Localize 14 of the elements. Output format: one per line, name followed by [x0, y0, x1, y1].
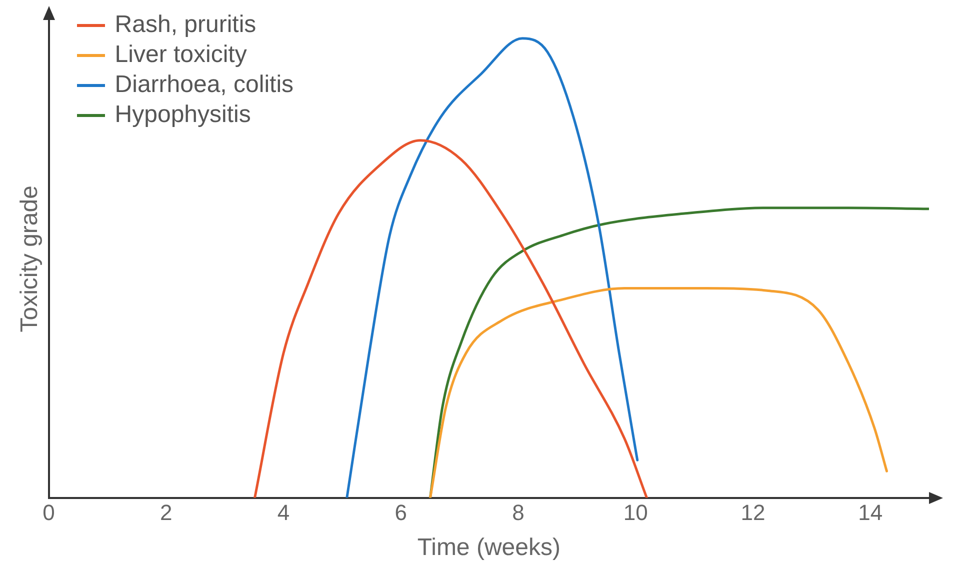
x-tick-label: 4 [277, 500, 290, 526]
legend-label: Rash, pruritis [114, 10, 256, 40]
x-tick-label: 10 [623, 500, 648, 526]
x-tick-label: 12 [740, 500, 766, 526]
legend-label: Diarrhoea, colitis [114, 70, 294, 100]
x-tick-label: 14 [858, 500, 883, 526]
legend-label: Hypophysitis [114, 100, 251, 130]
x-tick-label: 0 [42, 500, 55, 526]
x-tick-label: 8 [512, 500, 524, 526]
x-tick-label: 2 [160, 500, 172, 526]
x-axis-title: Time (weeks) [417, 534, 560, 562]
y-axis-title: Toxicity grade [16, 186, 44, 332]
x-tick-label: 6 [394, 500, 408, 526]
legend-label: Liver toxicity [114, 40, 247, 70]
